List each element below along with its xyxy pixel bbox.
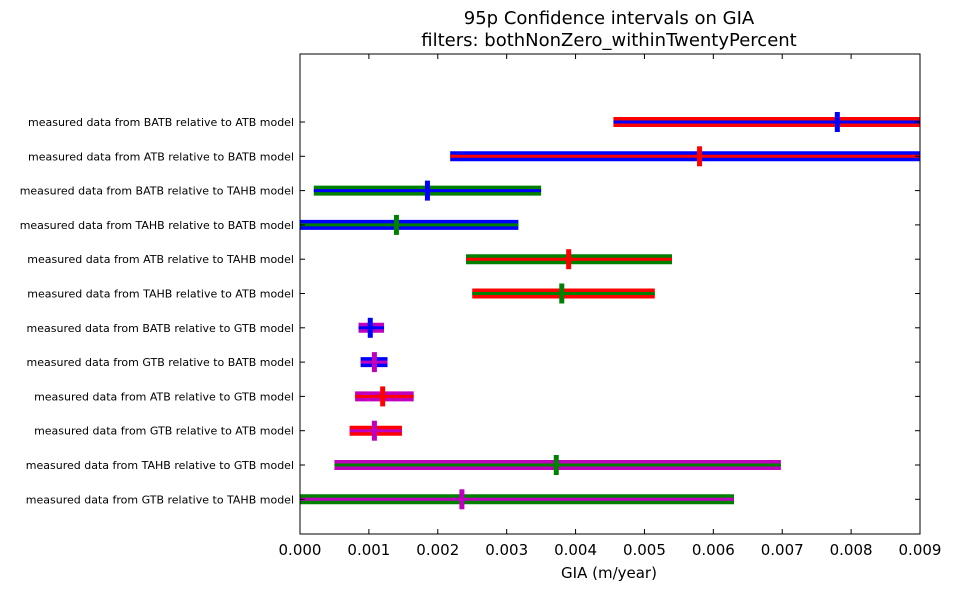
interval-row	[466, 249, 672, 270]
x-tick-label: 0.008	[830, 541, 873, 559]
y-tick-label: measured data from GTB relative to BATB …	[27, 356, 294, 369]
interval-row	[355, 386, 414, 407]
y-tick-label: measured data from ATB relative to GTB m…	[34, 390, 294, 403]
y-tick-label: measured data from ATB relative to BATB …	[28, 150, 294, 163]
interval-row	[313, 180, 542, 201]
x-tick-label: 0.001	[347, 541, 390, 559]
x-tick-label: 0.004	[554, 541, 597, 559]
y-tick-label: measured data from GTB relative to ATB m…	[34, 425, 294, 438]
interval-row	[300, 489, 734, 510]
x-tick-label: 0.003	[485, 541, 528, 559]
chart-subtitle: filters: bothNonZero_withinTwentyPercent	[421, 30, 797, 51]
interval-row	[360, 352, 388, 373]
x-axis-label: GIA (m/year)	[561, 564, 657, 582]
x-tick-label: 0.007	[761, 541, 804, 559]
x-axis: 0.000 0.001 0.002 0.003 0.004 0.005 0.006 0.007…	[279, 54, 942, 559]
y-tick-label: measured data from TAHB relative to ATB …	[27, 288, 294, 301]
y-tick-label: measured data from TAHB relative to BATB…	[20, 219, 294, 232]
y-axis: measured data from BATB relative to ATB …	[20, 116, 920, 506]
interval-row	[472, 283, 655, 304]
interval-row	[334, 455, 781, 475]
y-tick-label: measured data from TAHB relative to GTB …	[26, 459, 294, 472]
y-tick-label: measured data from BATB relative to ATB …	[28, 116, 294, 129]
interval-row	[300, 214, 519, 235]
interval-row	[358, 317, 385, 338]
y-tick-label: measured data from BATB relative to TAHB…	[20, 185, 294, 198]
x-tick-label: 0.005	[623, 541, 666, 559]
x-tick-label: 0.000	[279, 541, 322, 559]
y-tick-label: measured data from GTB relative to TAHB …	[26, 493, 294, 506]
intervals-layer	[300, 112, 920, 510]
x-tick-label: 0.006	[692, 541, 735, 559]
x-tick-label: 0.002	[416, 541, 459, 559]
y-tick-label: measured data from BATB relative to GTB …	[27, 322, 294, 335]
interval-row	[450, 146, 920, 167]
x-tick-label: 0.009	[899, 541, 942, 559]
interval-row	[613, 112, 920, 132]
interval-row	[349, 420, 402, 441]
y-tick-label: measured data from ATB relative to TAHB …	[27, 253, 294, 266]
chart-title: 95p Confidence intervals on GIA	[464, 8, 755, 29]
